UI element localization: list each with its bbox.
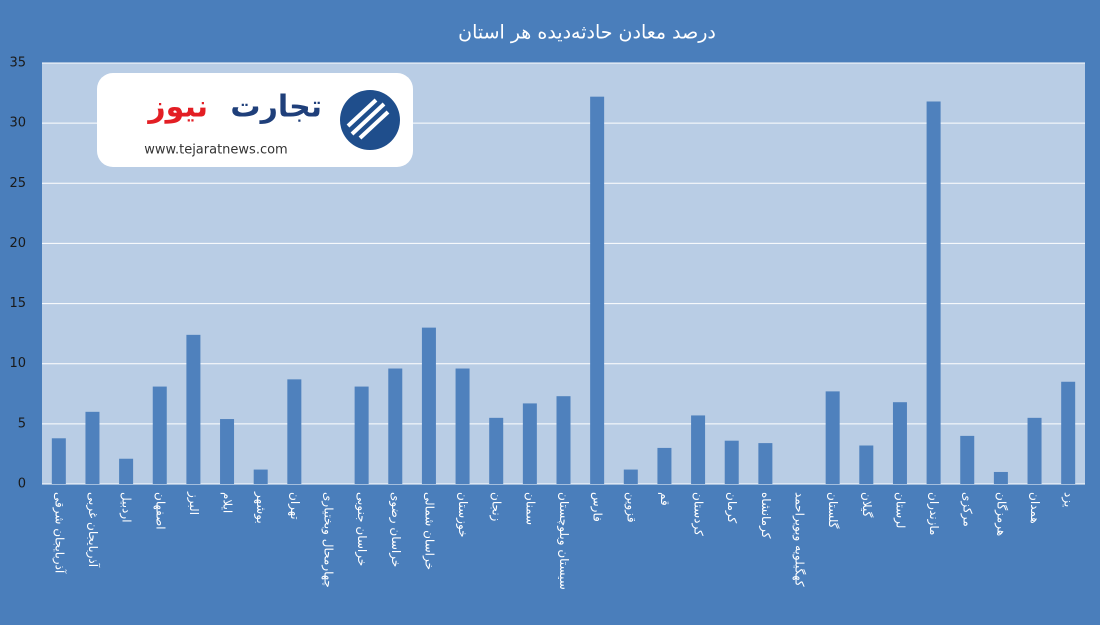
bar xyxy=(85,411,100,484)
x-tick-label: البرز xyxy=(186,491,201,515)
bar xyxy=(657,447,672,484)
y-tick-label: 25 xyxy=(9,176,26,191)
x-tick-label: فارس xyxy=(590,492,605,522)
logo-icon xyxy=(340,90,400,150)
x-tick-label: بوشهر xyxy=(253,491,268,524)
x-tick-label: کهگیلویه وبویراحمد xyxy=(792,492,807,587)
bar xyxy=(186,334,201,484)
logo-box xyxy=(97,73,413,167)
y-tick-label: 30 xyxy=(9,116,26,131)
logo: تجارت نیوز www.tejaratnews.com xyxy=(97,73,413,167)
y-tick-label: 5 xyxy=(18,416,26,431)
bar xyxy=(623,469,638,484)
bar xyxy=(892,402,907,484)
x-tick-label: چهارمحال وبختیاری xyxy=(320,492,335,588)
x-tick-label: تهران xyxy=(287,492,302,520)
x-tick-label: کرمانشاه xyxy=(758,492,773,539)
x-tick-label: کرمان xyxy=(724,492,739,524)
x-tick-label: لرستان xyxy=(892,492,907,528)
x-tick-label: خراسان شمالی xyxy=(421,492,436,570)
x-tick-label: آذربایجان شرقی xyxy=(51,492,67,574)
y-tick-label: 20 xyxy=(9,236,26,251)
x-tick-label: آذربایجان غربی xyxy=(85,492,101,568)
bar xyxy=(119,458,134,484)
x-tick-label: اصفهان xyxy=(153,492,167,530)
bar xyxy=(421,327,436,484)
x-tick-label: زنجان xyxy=(489,492,504,522)
bar xyxy=(993,471,1008,484)
x-tick-label: خراسان رضوی xyxy=(388,492,403,567)
bar xyxy=(926,101,941,485)
x-tick-label: قزوین xyxy=(623,492,638,523)
bar xyxy=(388,368,403,484)
marks: 0 5 10 15 20 25 30 35 آذربایجان شرقی آذربایجان غر… xyxy=(9,56,1085,590)
x-tick-label: مازندران xyxy=(926,492,941,535)
bar xyxy=(691,415,706,484)
bar xyxy=(51,438,66,484)
y-tick-label: 35 xyxy=(9,56,26,71)
x-tick-label: کردستان xyxy=(691,492,706,536)
bar xyxy=(220,419,235,484)
logo-url: www.tejaratnews.com xyxy=(144,143,287,158)
bar xyxy=(287,379,302,484)
bar xyxy=(1061,381,1076,484)
bar xyxy=(556,396,571,484)
x-tick-label: ایلام xyxy=(221,492,235,513)
y-tick-label: 15 xyxy=(9,296,26,311)
x-tick-label: اردبیل xyxy=(119,492,134,523)
bar xyxy=(758,443,773,484)
bar xyxy=(590,96,605,485)
bar xyxy=(522,403,537,484)
x-tick-label: همدان xyxy=(1028,492,1042,524)
bar xyxy=(960,435,975,484)
x-tick-label: سیستان وبلوچستان xyxy=(556,492,571,590)
chart-title: درصد معادن حادثه‌دیده هر استان xyxy=(458,22,716,44)
bar xyxy=(859,445,874,484)
bar xyxy=(354,386,369,484)
x-tick-label: گیلان xyxy=(860,492,874,518)
x-tick-label: هرمزگان xyxy=(993,492,1008,536)
bar xyxy=(152,386,167,484)
bar xyxy=(489,417,504,484)
x-tick-label: قم xyxy=(658,492,672,506)
x-tick-label: مرکزی xyxy=(960,492,975,527)
y-tick-label: 10 xyxy=(9,356,26,371)
logo-word: تجارت xyxy=(230,90,322,125)
x-tick-label: خوزستان xyxy=(455,492,470,538)
bar xyxy=(1027,417,1042,484)
bar xyxy=(724,440,739,484)
bar xyxy=(825,391,840,484)
x-tick-label: خراسان جنوبی xyxy=(354,492,369,566)
y-tick-label: 0 xyxy=(18,477,26,492)
bar xyxy=(253,469,268,484)
x-tick-label: گلستان xyxy=(826,492,840,529)
logo-icon-lines xyxy=(346,98,390,140)
x-tick-label: یزد xyxy=(1061,492,1076,507)
bar xyxy=(455,368,470,484)
x-tick-label: سمنان xyxy=(523,492,537,525)
logo-word: نیوز xyxy=(146,90,208,125)
